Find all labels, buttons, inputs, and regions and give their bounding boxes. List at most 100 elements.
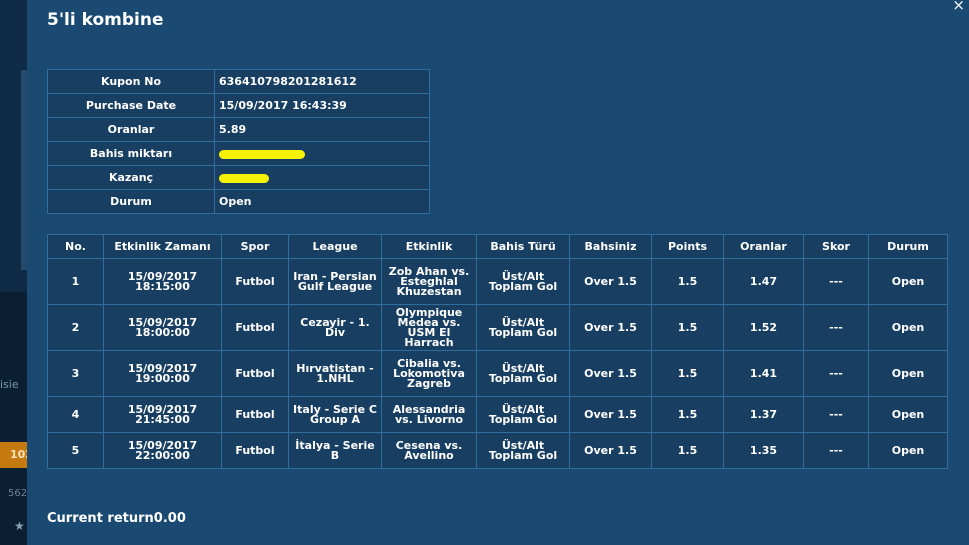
event-clock: 19:00:00 — [135, 371, 190, 385]
table-row: 4 15/09/2017 21:45:00 Futbol Italy - Serie C… — [47, 396, 948, 433]
row-number-cell: 3 — [47, 350, 104, 397]
bet-pick-cell: Over 1.5 — [569, 432, 652, 469]
odds-cell: 1.37 — [723, 396, 804, 433]
info-row: Oranlar 5.89 — [47, 117, 430, 142]
column-header: Points — [651, 234, 724, 259]
column-header: Bahsiniz — [569, 234, 652, 259]
coupon-info-table: Kupon No 636410798201281612 Purchase Date 1… — [47, 69, 430, 214]
column-header: Bahis Türü — [476, 234, 570, 259]
coupon-detail-modal: × 5'li kombine Kupon No 63641079820128161… — [27, 0, 969, 545]
league-cell: Hırvatistan - 1.NHL — [288, 350, 382, 397]
info-row: Durum Open — [47, 189, 430, 214]
modal-title: 5'li kombine — [47, 10, 164, 30]
status-cell: Open — [868, 432, 948, 469]
event-clock: 21:45:00 — [135, 412, 190, 426]
current-return: Current return0.00 — [47, 511, 186, 526]
score-cell: --- — [803, 396, 869, 433]
status-cell: Open — [868, 396, 948, 433]
table-row: 5 15/09/2017 22:00:00 Futbol İtalya - Serie … — [47, 432, 948, 469]
status-cell: Open — [868, 350, 948, 397]
points-cell: 1.5 — [651, 396, 724, 433]
points-cell: 1.5 — [651, 304, 724, 351]
info-row: Kazanç — [47, 165, 430, 190]
row-number-cell: 2 — [47, 304, 104, 351]
event-clock: 18:15:00 — [135, 279, 190, 293]
table-row: 3 15/09/2017 19:00:00 Futbol Hırvatistan - 1… — [47, 350, 948, 397]
event-name-cell: Alessandria vs. Livorno — [381, 396, 477, 433]
info-value — [214, 165, 430, 190]
league-cell: Cezayir - 1. Div — [288, 304, 382, 351]
background-sidebar-strip — [0, 292, 27, 545]
bet-type-cell: Üst/Alt Toplam Gol — [476, 304, 570, 351]
event-clock: 18:00:00 — [135, 325, 190, 339]
bet-pick-cell: Over 1.5 — [569, 258, 652, 305]
redaction-mark — [219, 173, 269, 183]
league-cell: Italy - Serie C Group A — [288, 396, 382, 433]
row-number-cell: 5 — [47, 432, 104, 469]
info-row: Purchase Date 15/09/2017 16:43:39 — [47, 93, 430, 118]
row-number-cell: 4 — [47, 396, 104, 433]
odds-cell: 1.52 — [723, 304, 804, 351]
column-header: League — [288, 234, 382, 259]
status-cell: Open — [868, 304, 948, 351]
event-date: 15/09/2017 — [127, 402, 198, 416]
background-partial-text: isie — [0, 378, 19, 391]
row-number-cell: 1 — [47, 258, 104, 305]
background-number: 562 — [8, 488, 28, 499]
sport-cell: Futbol — [221, 304, 289, 351]
score-cell: --- — [803, 304, 869, 351]
odds-cell: 1.35 — [723, 432, 804, 469]
sport-cell: Futbol — [221, 396, 289, 433]
status-cell: Open — [868, 258, 948, 305]
event-time-cell: 15/09/2017 22:00:00 — [103, 432, 222, 469]
event-name-cell: Zob Ahan vs. Esteghlal Khuzestan — [381, 258, 477, 305]
table-row: 2 15/09/2017 18:00:00 Futbol Cezayir - 1. Di… — [47, 304, 948, 351]
info-row: Bahis miktarı — [47, 141, 430, 166]
event-date: 15/09/2017 — [127, 315, 198, 329]
column-header: Spor — [221, 234, 289, 259]
info-label: Oranlar — [47, 117, 215, 142]
event-date: 15/09/2017 — [127, 269, 198, 283]
event-date: 15/09/2017 — [127, 438, 198, 452]
background-scrollbar[interactable] — [21, 70, 27, 270]
event-time-cell: 15/09/2017 21:45:00 — [103, 396, 222, 433]
bet-pick-cell: Over 1.5 — [569, 304, 652, 351]
column-header: No. — [47, 234, 104, 259]
score-cell: --- — [803, 258, 869, 305]
event-name-cell: Cesena vs. Avellino — [381, 432, 477, 469]
sport-cell: Futbol — [221, 258, 289, 305]
info-value — [214, 141, 430, 166]
table-header-row: No. Etkinlik Zamanı Spor League Etkinlik Bahi… — [47, 234, 948, 259]
bet-type-cell: Üst/Alt Toplam Gol — [476, 258, 570, 305]
score-cell: --- — [803, 432, 869, 469]
info-label: Durum — [47, 189, 215, 214]
bet-type-cell: Üst/Alt Toplam Gol — [476, 350, 570, 397]
info-label: Kupon No — [47, 69, 215, 94]
points-cell: 1.5 — [651, 350, 724, 397]
info-label: Bahis miktarı — [47, 141, 215, 166]
bet-pick-cell: Over 1.5 — [569, 350, 652, 397]
info-row: Kupon No 636410798201281612 — [47, 69, 430, 94]
background-orange-badge[interactable]: 102 — [0, 442, 33, 468]
info-value: 15/09/2017 16:43:39 — [214, 93, 430, 118]
sport-cell: Futbol — [221, 432, 289, 469]
event-name-cell: Olympique Medea vs. USM El Harrach — [381, 304, 477, 351]
info-label: Kazanç — [47, 165, 215, 190]
column-header: Etkinlik — [381, 234, 477, 259]
league-cell: İtalya - Serie B — [288, 432, 382, 469]
league-cell: Iran - Persian Gulf League — [288, 258, 382, 305]
redaction-mark — [219, 149, 305, 159]
table-row: 1 15/09/2017 18:15:00 Futbol Iran - Persian … — [47, 258, 948, 305]
column-header: Oranlar — [723, 234, 804, 259]
star-icon[interactable]: ★ — [14, 519, 25, 533]
bet-type-cell: Üst/Alt Toplam Gol — [476, 396, 570, 433]
event-time-cell: 15/09/2017 19:00:00 — [103, 350, 222, 397]
info-value: 636410798201281612 — [214, 69, 430, 94]
bets-table: No. Etkinlik Zamanı Spor League Etkinlik Bahi… — [47, 234, 948, 469]
event-clock: 22:00:00 — [135, 448, 190, 462]
sport-cell: Futbol — [221, 350, 289, 397]
column-header: Etkinlik Zamanı — [103, 234, 222, 259]
event-date: 15/09/2017 — [127, 361, 198, 375]
close-icon[interactable]: × — [952, 0, 965, 14]
points-cell: 1.5 — [651, 432, 724, 469]
